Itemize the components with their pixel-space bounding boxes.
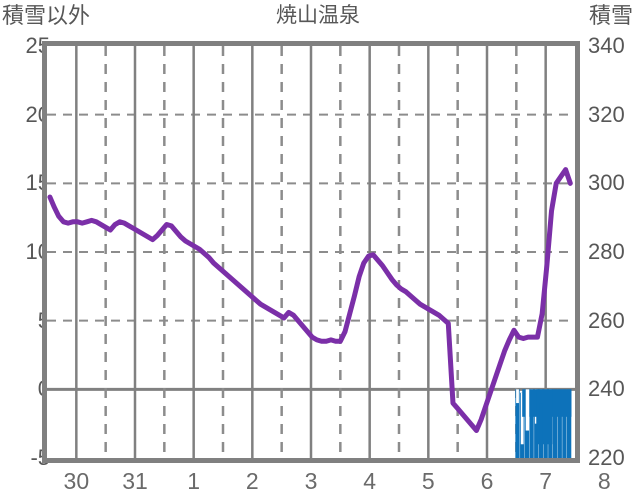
y-tick-right: 300 <box>588 170 625 196</box>
y-tick-right: 340 <box>588 33 625 58</box>
x-tick: 6 <box>480 468 494 494</box>
y-tick-right: 240 <box>588 376 625 402</box>
chart-title: 焼山温泉 <box>276 4 360 27</box>
y-tick-right: 220 <box>588 445 625 470</box>
x-tick: 31 <box>122 468 148 494</box>
x-tick: 7 <box>539 468 553 494</box>
left-axis-header: 積雪以外 <box>2 3 91 28</box>
plot-inner <box>47 46 575 458</box>
y-tick-right: 320 <box>588 101 625 127</box>
x-tick: 5 <box>421 468 435 494</box>
y-tick-right: 280 <box>588 239 625 264</box>
x-tick: 30 <box>63 468 90 494</box>
right-axis-header: 積雪 <box>588 3 633 28</box>
y-tick-right: 260 <box>588 307 625 333</box>
x-tick: 2 <box>245 468 259 494</box>
x-tick: 4 <box>363 468 377 494</box>
x-tick: 1 <box>187 468 201 494</box>
x-tick: 3 <box>304 468 318 494</box>
plot-area <box>42 41 580 463</box>
chart-canvas <box>47 46 575 458</box>
x-tick: 8 <box>597 468 611 494</box>
